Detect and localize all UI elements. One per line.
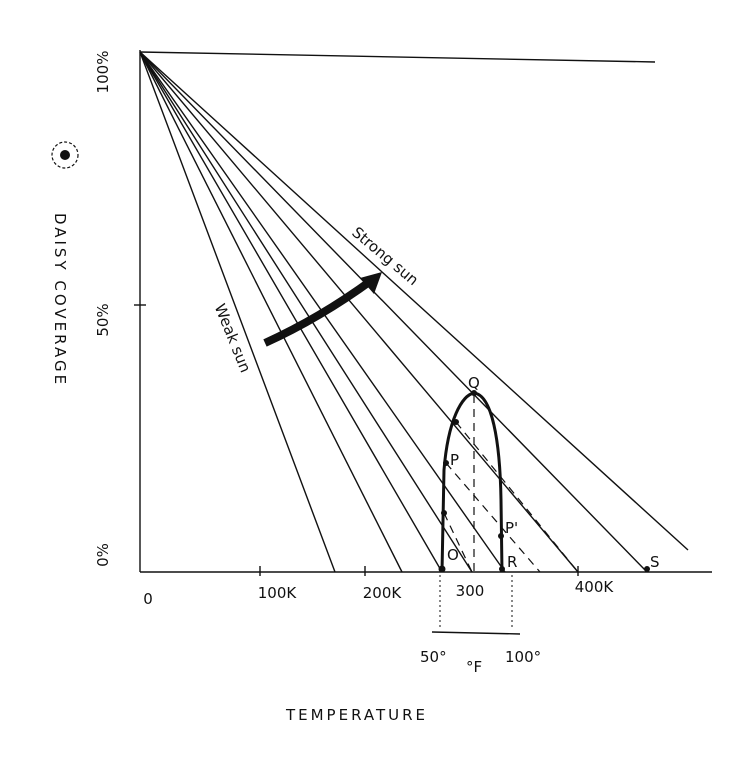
sun-lines bbox=[139, 51, 689, 573]
y-tick: 50% bbox=[94, 303, 112, 336]
arrow-head bbox=[360, 272, 382, 294]
strong-sun-label: Strong sun bbox=[348, 223, 422, 289]
fahrenheit-high: 100° bbox=[505, 648, 541, 666]
x-tick: 100K bbox=[258, 584, 298, 602]
daisy-icon bbox=[51, 141, 79, 169]
x-axis-label: Temperature bbox=[285, 706, 428, 724]
dashed-lines bbox=[431, 395, 579, 635]
fahrenheit-unit: °F bbox=[466, 658, 482, 676]
point-label: P bbox=[450, 451, 459, 469]
point-label: S bbox=[650, 553, 660, 571]
fahrenheit-low: 50° bbox=[420, 648, 447, 666]
x-tick: 0 bbox=[143, 590, 153, 608]
x-tick: 300 bbox=[456, 582, 485, 600]
y-axis-label: Daisy Coverage bbox=[51, 213, 69, 387]
point-label: O bbox=[447, 546, 459, 564]
point-label: P' bbox=[505, 519, 518, 537]
y-tick: 0% bbox=[94, 543, 112, 567]
points bbox=[438, 390, 650, 573]
x-tick: 200K bbox=[363, 584, 403, 602]
x-tick: 400K bbox=[575, 578, 615, 596]
arrow bbox=[263, 276, 375, 347]
point-label: R bbox=[507, 553, 517, 571]
point-label: Q bbox=[468, 374, 480, 392]
y-tick: 100% bbox=[94, 51, 112, 94]
